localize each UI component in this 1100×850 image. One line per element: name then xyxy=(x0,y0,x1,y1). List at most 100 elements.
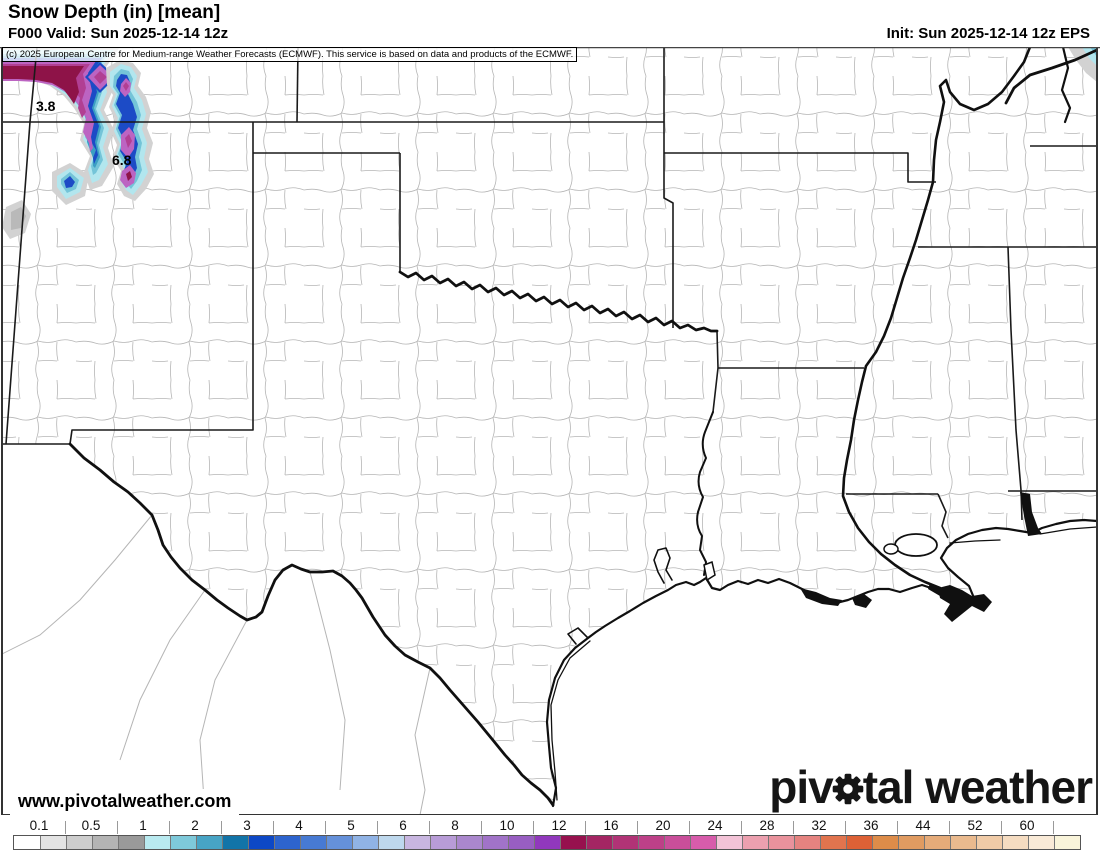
watermark-url: www.pivotalweather.com xyxy=(10,789,240,815)
logo-text-suffix: tal weather xyxy=(862,761,1093,813)
colorbar-cell xyxy=(820,836,846,849)
colorbar-cell xyxy=(612,836,638,849)
colorbar-tick xyxy=(741,821,742,834)
colorbar-cell xyxy=(144,836,170,849)
snow-max-label: 6.8 xyxy=(112,152,132,168)
colorbar-cell xyxy=(638,836,664,849)
colorbar-cell xyxy=(378,836,404,849)
mexico-state-lines xyxy=(2,514,431,815)
colorbar-cell xyxy=(456,836,482,849)
colorbar-cell xyxy=(846,836,872,849)
colorbar-cell xyxy=(898,836,924,849)
colorbar-label: 2 xyxy=(191,818,199,833)
colorbar-label: 32 xyxy=(811,818,827,833)
colorbar-label: 60 xyxy=(1019,818,1035,833)
colorbar-cell xyxy=(482,836,508,849)
header: Snow Depth (in) [mean] F000 Valid: Sun 2… xyxy=(0,0,1100,47)
colorbar-tick xyxy=(65,821,66,834)
colorbar-cell xyxy=(40,836,66,849)
colorbar-cell xyxy=(118,836,144,849)
colorbar-cell xyxy=(326,836,352,849)
colorbar-cell xyxy=(274,836,300,849)
colorbar-label: 6 xyxy=(399,818,407,833)
colorbar-cell xyxy=(950,836,976,849)
mexico-area xyxy=(2,444,553,815)
colorbar-label: 44 xyxy=(915,818,931,833)
gulf-area xyxy=(547,520,1097,815)
colorbar-cell xyxy=(248,836,274,849)
snow-shading xyxy=(2,47,1097,239)
colorbar-tick xyxy=(845,821,846,834)
colorbar-cell xyxy=(14,836,40,849)
colorbar-tick xyxy=(273,821,274,834)
colorbar-cell xyxy=(430,836,456,849)
colorbar-tick xyxy=(377,821,378,834)
colorbar-tick xyxy=(689,821,690,834)
colorbar-label: 8 xyxy=(451,818,459,833)
colorbar-cell xyxy=(690,836,716,849)
colorbar-tick xyxy=(585,821,586,834)
init-time-label: Init: Sun 2025-12-14 12z EPS xyxy=(886,25,1090,42)
colorbar-cell xyxy=(924,836,950,849)
colorbar-cell xyxy=(768,836,794,849)
lakes xyxy=(703,533,938,582)
colorbar-cell xyxy=(742,836,768,849)
valid-time-label: F000 Valid: Sun 2025-12-14 12z xyxy=(8,25,229,42)
map-canvas: 3.8 6.8 xyxy=(0,45,1100,816)
colorbar-tick xyxy=(637,821,638,834)
colorbar-label: 24 xyxy=(707,818,723,833)
colorbar-cell xyxy=(560,836,586,849)
colorbar-label: 4 xyxy=(295,818,303,833)
colorbar-cell xyxy=(1054,836,1080,849)
colorbar-cell xyxy=(794,836,820,849)
colorbar-cell xyxy=(66,836,92,849)
copyright-notice: (c) 2025 European Centre for Medium-rang… xyxy=(2,47,578,62)
colorbar-cell xyxy=(1028,836,1054,849)
snow-max-label: 3.8 xyxy=(36,98,56,114)
colorbar-tick xyxy=(1001,821,1002,834)
colorbar-cell xyxy=(92,836,118,849)
colorbar-tick xyxy=(1053,821,1054,834)
colorbar-cell xyxy=(534,836,560,849)
colorbar-cell xyxy=(586,836,612,849)
colorbar-cell xyxy=(508,836,534,849)
colorbar-label: 28 xyxy=(759,818,775,833)
colorbar-label: 0.5 xyxy=(81,818,101,833)
state-borders xyxy=(2,47,1097,539)
pivotal-weather-logo: piv tal weather xyxy=(769,760,1093,814)
colorbar-cell xyxy=(976,836,1002,849)
colorbar-tick xyxy=(533,821,534,834)
colorbar-tick xyxy=(325,821,326,834)
colorbar-cell xyxy=(664,836,690,849)
colorbar-cell xyxy=(872,836,898,849)
colorbar-label: 52 xyxy=(967,818,983,833)
colorbar: 0.1 0.5 1 2 3 4 5 6 8 10 12 16 20 24 28 32 36 44 52 60 xyxy=(0,817,1100,850)
colorbar-labels: 0.1 0.5 1 2 3 4 5 6 8 10 12 16 20 24 28 32 36 44 52 60 xyxy=(0,817,1100,834)
colorbar-tick xyxy=(897,821,898,834)
map-layers: 3.8 6.8 xyxy=(2,47,1097,815)
colorbar-label: 20 xyxy=(655,818,671,833)
colorbar-label: 36 xyxy=(863,818,879,833)
marsh-delta-shapes xyxy=(800,492,1042,622)
colorbar-label: 16 xyxy=(603,818,619,833)
logo-text-prefix: piv xyxy=(769,761,833,813)
colorbar-tick xyxy=(169,821,170,834)
colorbar-tick xyxy=(949,821,950,834)
colorbar-tick xyxy=(481,821,482,834)
colorbar-cells xyxy=(13,835,1081,850)
colorbar-tick xyxy=(221,821,222,834)
colorbar-label: 3 xyxy=(243,818,251,833)
colorbar-cell xyxy=(300,836,326,849)
colorbar-cell xyxy=(1002,836,1028,849)
colorbar-cell xyxy=(222,836,248,849)
page-title: Snow Depth (in) [mean] xyxy=(8,2,221,23)
colorbar-cell xyxy=(170,836,196,849)
weather-map-svg: 3.8 6.8 xyxy=(0,45,1100,816)
colorbar-label: 0.1 xyxy=(29,818,49,833)
colorbar-cell xyxy=(352,836,378,849)
colorbar-tick xyxy=(793,821,794,834)
colorbar-label: 5 xyxy=(347,818,355,833)
colorbar-label: 10 xyxy=(499,818,515,833)
colorbar-tick xyxy=(429,821,430,834)
